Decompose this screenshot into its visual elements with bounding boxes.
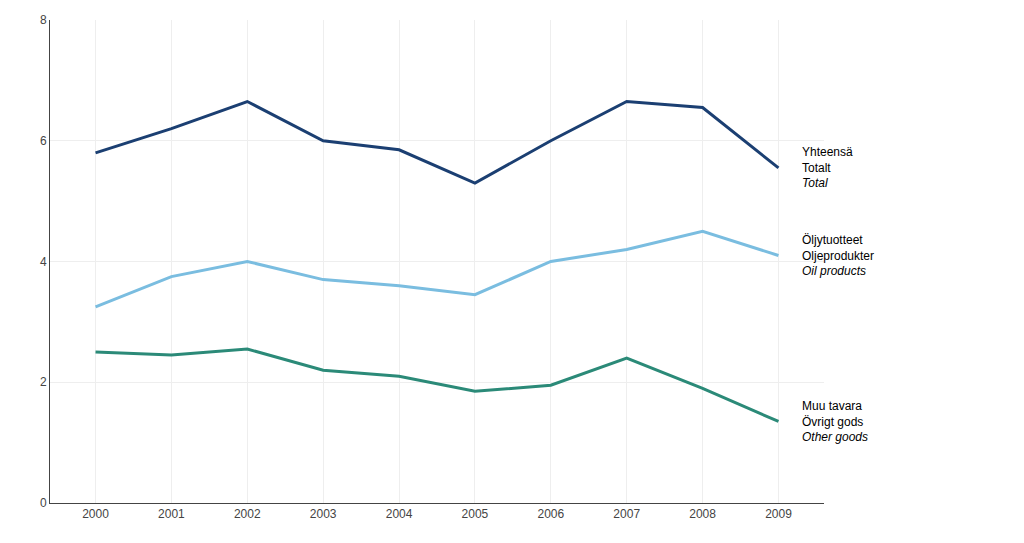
svg-text:Muu tavaraÖvrigt godsOther goo: Muu tavaraÖvrigt godsOther goods bbox=[802, 399, 868, 444]
svg-text:4: 4 bbox=[40, 255, 47, 269]
svg-text:ÖljytuotteetOljeprodukterOil p: ÖljytuotteetOljeprodukterOil products bbox=[802, 233, 874, 278]
svg-text:2000: 2000 bbox=[82, 507, 109, 521]
svg-text:2006: 2006 bbox=[537, 507, 564, 521]
svg-text:2005: 2005 bbox=[462, 507, 489, 521]
svg-text:8: 8 bbox=[40, 13, 47, 27]
svg-text:YhteensäTotaltTotal: YhteensäTotaltTotal bbox=[802, 145, 853, 190]
svg-text:2001: 2001 bbox=[158, 507, 185, 521]
svg-text:2004: 2004 bbox=[386, 507, 413, 521]
svg-text:2003: 2003 bbox=[310, 507, 337, 521]
svg-text:0: 0 bbox=[40, 496, 47, 510]
svg-text:2002: 2002 bbox=[234, 507, 261, 521]
svg-text:2009: 2009 bbox=[765, 507, 792, 521]
svg-text:2007: 2007 bbox=[613, 507, 640, 521]
svg-text:2008: 2008 bbox=[689, 507, 716, 521]
svg-text:2: 2 bbox=[40, 375, 47, 389]
svg-text:6: 6 bbox=[40, 134, 47, 148]
